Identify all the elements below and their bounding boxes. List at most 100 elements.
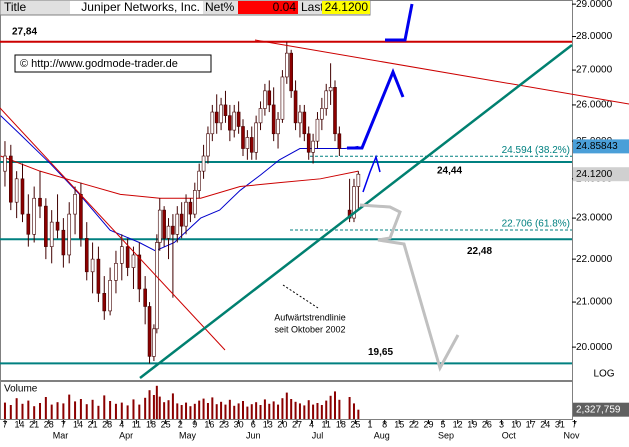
candle-body [337,133,342,149]
y-tick-label: 21.0000 [576,297,613,308]
axis-marker [573,402,629,417]
candle-body [263,90,267,109]
resistance-line [254,39,629,105]
x-tick-label: 13 [263,419,273,429]
x-tick-label: 19 [467,419,477,429]
candle-body [137,254,142,290]
volume-bar [250,404,253,419]
scale-label: LOG [593,369,614,380]
fib-label: 24.594 (38.2%) [502,145,570,156]
candle-body [108,280,112,312]
candle-body [219,104,223,124]
x-tick-label: 21 [29,419,39,429]
month-label: Apr [119,430,133,440]
candle-body [90,258,95,273]
volume-bar [39,403,42,419]
y-tick-label: 29.0000 [576,0,613,10]
candle-body [32,197,36,235]
x-tick-label: 24 [540,419,550,429]
name-box [70,1,203,14]
projection-down [359,203,460,372]
volume-bar [193,403,196,419]
x-tick-label: 9 [192,419,197,429]
moving-average [0,155,359,199]
y-tick-label: 28.0000 [576,31,613,42]
volume-bar [298,403,301,419]
projection-target [385,3,414,42]
volume-bar [277,404,280,419]
level-label: 27,84 [12,26,37,37]
volume-bar [215,404,218,419]
volume-bar [50,404,53,419]
volume-bar [338,399,341,419]
header-title: Title [4,0,27,14]
volume-bar [126,405,129,419]
candle-body [162,209,166,239]
volume-bar [155,385,158,419]
x-tick-label: 14 [15,419,25,429]
x-tick-label: 11 [132,419,141,429]
candle-body [356,173,361,187]
volume-bar [79,399,82,419]
candle-body [306,133,311,153]
y-tick-label: 20.0000 [576,342,613,353]
downtrend-line [0,107,226,351]
net-value: 0.04 [273,0,297,14]
y-tick-label: 23.0000 [576,213,613,224]
volume-bar [132,399,135,419]
header-name: Juniper Networks, Inc. [81,0,200,14]
candle-body [223,104,228,116]
candle-body [280,76,285,120]
volume-last-label: 2,327,759 [576,404,621,415]
volume-bar [180,405,183,419]
candle-body [147,306,152,357]
candle-body [44,205,48,247]
candle-body [14,178,19,203]
projection-small [362,154,381,193]
volume-bar [281,398,284,419]
candle-body [302,111,307,135]
candle-body [245,137,250,149]
volume-bar [109,401,112,419]
volume-bar [206,403,209,419]
volume-bar [158,396,161,419]
x-tick-label: 22 [409,419,419,429]
volume-bar [68,394,71,419]
volume-bar [224,404,227,419]
candle-body [236,111,241,127]
x-tick-label: 12 [453,419,463,429]
month-label: Nov [564,430,581,440]
x-tick-label: 25 [161,419,171,429]
volume-bar [316,403,319,419]
x-tick-label: 27 [292,419,302,429]
volume-bar [294,401,297,419]
x-tick-label: 25 [350,419,360,429]
candle-body [228,115,232,131]
candle-body [201,155,206,172]
candle-body [49,221,54,247]
axis-marker [573,167,629,182]
month-label: Jun [246,430,261,440]
candle-body [206,133,210,157]
level-label: 24,44 [437,166,462,177]
candle-body [214,111,219,124]
month-label: Sep [438,430,454,440]
volume-bar [307,400,310,419]
x-tick-label: 6 [251,419,256,429]
month-label: Oct [502,430,517,440]
volume-bar [44,397,47,419]
volume-bar [33,406,36,419]
copyright-box [14,54,212,73]
candle-body [232,111,237,131]
net-box [238,1,298,14]
candle-body [20,178,25,215]
candle-body [184,201,188,227]
candle-body [285,52,289,78]
level-label: 19,65 [368,347,393,358]
month-label: Jul [312,430,324,440]
candle-body [38,197,42,207]
candle-body [193,190,197,215]
x-tick-label: 10 [511,419,521,429]
volume-bar [185,402,188,419]
x-tick-label: 4 [119,419,124,429]
